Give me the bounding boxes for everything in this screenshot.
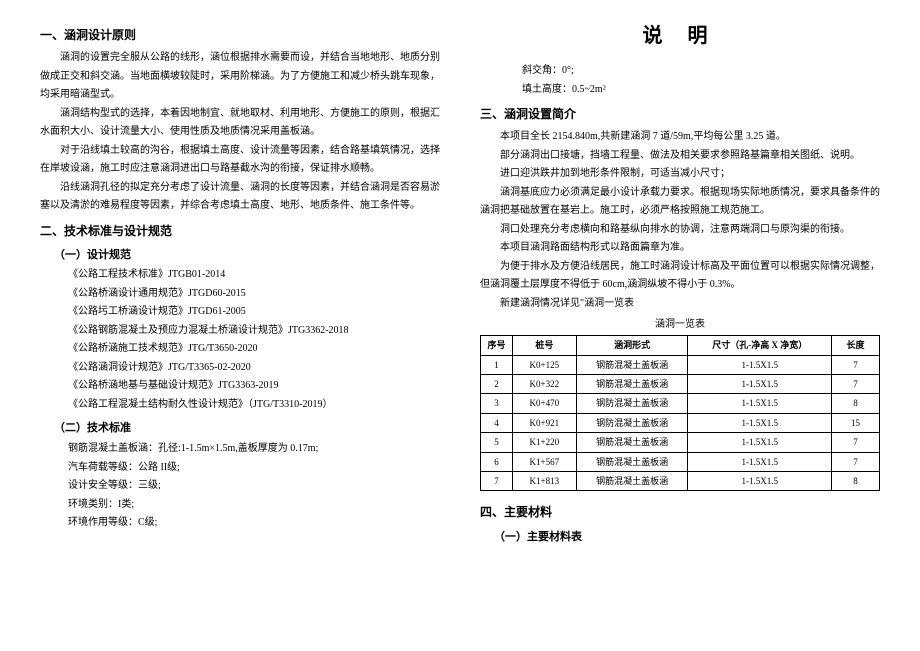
table-cell: 7: [832, 433, 880, 452]
table-header-row: 序号 桩号 涵洞形式 尺寸（孔-净高 X 净宽） 长度: [481, 336, 880, 355]
table-cell: 2: [481, 374, 513, 393]
table-row: 6K1+567钢筋混凝土盖板涵1-1.5X1.57: [481, 452, 880, 471]
spec-item: 《公路桥涵地基与基础设计规范》JTG3363-2019: [68, 377, 440, 396]
table-row: 1K0+125钢筋混凝土盖板涵1-1.5X1.57: [481, 355, 880, 374]
culvert-table: 序号 桩号 涵洞形式 尺寸（孔-净高 X 净宽） 长度 1K0+125钢筋混凝土…: [480, 335, 880, 491]
table-cell: 7: [832, 452, 880, 471]
document-page: 一、涵洞设计原则 涵洞的设置完全服从公路的线形，涵位根据排水需要而设，并结合当地…: [0, 0, 920, 568]
table-cell: 钢筋混凝土盖板涵: [576, 355, 688, 374]
table-cell: 钢防混凝土盖板涵: [576, 394, 688, 413]
section-1-heading: 一、涵洞设计原则: [40, 26, 440, 45]
table-row: 5K1+220钢筋混凝土盖板涵1-1.5X1.57: [481, 433, 880, 452]
tech-item: 钢筋混凝土盖板涵：孔径:1-1.5m×1.5m,盖板厚度为 0.17m;: [68, 440, 440, 459]
spec-item: 《公路钢筋混凝土及预应力混凝土桥涵设计规范》JTG3362-2018: [68, 322, 440, 341]
table-cell: 1-1.5X1.5: [688, 374, 832, 393]
paragraph: 本项目全长 2154.840m,共新建涵洞 7 道/59m,平均每公里 3.25…: [480, 128, 880, 147]
paragraph: 涵洞结构型式的选择，本着因地制宜、就地取材、利用地形、方便施工的原则，根据汇水面…: [40, 105, 440, 142]
section-4-heading: 四、主要材料: [480, 503, 880, 522]
table-cell: 1-1.5X1.5: [688, 394, 832, 413]
table-cell: 15: [832, 413, 880, 432]
paragraph: 沿线涵洞孔径的拟定充分考虑了设计流量、涵洞的长度等因素，并结合涵洞是否容易淤塞以…: [40, 179, 440, 216]
section-2-1-heading: （一）设计规范: [54, 247, 440, 265]
table-cell: 8: [832, 394, 880, 413]
spec-item: 《公路桥涵设计通用规范》JTGD60-2015: [68, 285, 440, 304]
col-form: 涵洞形式: [576, 336, 688, 355]
spec-item: 《公路桥涵施工技术规范》JTG/T3650-2020: [68, 340, 440, 359]
note-line: 填土高度：0.5~2m²: [522, 81, 880, 100]
table-caption: 涵洞一览表: [480, 317, 880, 333]
table-row: 4K0+921钢防混凝土盖板涵1-1.5X1.515: [481, 413, 880, 432]
paragraph: 为便于排水及方便沿线居民，施工时涵洞设计标高及平面位置可以根据实际情况调整，但涵…: [480, 258, 880, 295]
table-cell: 1-1.5X1.5: [688, 433, 832, 452]
table-cell: K1+813: [512, 471, 576, 490]
paragraph: 部分涵洞出口接塘，挡墙工程量、做法及相关要求参照路基篇章相关图纸、说明。: [480, 147, 880, 166]
table-body: 1K0+125钢筋混凝土盖板涵1-1.5X1.572K0+322钢筋混凝土盖板涵…: [481, 355, 880, 491]
table-cell: 1: [481, 355, 513, 374]
table-cell: 钢筋混凝土盖板涵: [576, 374, 688, 393]
table-cell: 7: [832, 374, 880, 393]
section-3-heading: 三、涵洞设置简介: [480, 105, 880, 124]
paragraph: 涵洞的设置完全服从公路的线形，涵位根据排水需要而设，并结合当地地形、地质分别做成…: [40, 49, 440, 105]
tech-item: 环境作用等级：C级;: [68, 514, 440, 533]
tech-item: 环境类别：I类;: [68, 496, 440, 515]
table-row: 2K0+322钢筋混凝土盖板涵1-1.5X1.57: [481, 374, 880, 393]
paragraph: 对于沿线填土较高的沟谷，根据填土高度、设计流量等因素，结合路基填筑情况，选择在岸…: [40, 142, 440, 179]
tech-item: 汽车荷载等级：公路 II级;: [68, 459, 440, 478]
section-2-heading: 二、技术标准与设计规范: [40, 222, 440, 241]
table-cell: K0+470: [512, 394, 576, 413]
table-cell: K1+567: [512, 452, 576, 471]
paragraph: 洞口处理充分考虑横向和路基纵向排水的协调，注意两端洞口与原沟渠的衔接。: [480, 221, 880, 240]
col-stake: 桩号: [512, 336, 576, 355]
table-cell: 1-1.5X1.5: [688, 413, 832, 432]
note-line: 斜交角：0°;: [522, 62, 880, 81]
spec-item: 《公路涵洞设计规范》JTG/T3365-02-2020: [68, 359, 440, 378]
spec-item: 《公路圬工桥涵设计规范》JTGD61-2005: [68, 303, 440, 322]
table-cell: 1-1.5X1.5: [688, 471, 832, 490]
table-cell: 7: [481, 471, 513, 490]
table-cell: K1+220: [512, 433, 576, 452]
paragraph: 新建涵洞情况详见"涵洞一览表: [480, 295, 880, 314]
page-title: 说 明: [480, 20, 880, 52]
paragraph: 涵洞基底应力必须满足最小设计承载力要求。根据现场实际地质情况，要求具备条件的涵洞…: [480, 184, 880, 221]
table-cell: 4: [481, 413, 513, 432]
table-cell: 1-1.5X1.5: [688, 452, 832, 471]
left-column: 一、涵洞设计原则 涵洞的设置完全服从公路的线形，涵位根据排水需要而设，并结合当地…: [32, 20, 460, 548]
col-len: 长度: [832, 336, 880, 355]
table-cell: 钢筋混凝土盖板涵: [576, 433, 688, 452]
right-column: 说 明 斜交角：0°; 填土高度：0.5~2m² 三、涵洞设置简介 本项目全长 …: [460, 20, 888, 548]
table-row: 3K0+470钢防混凝土盖板涵1-1.5X1.58: [481, 394, 880, 413]
col-seq: 序号: [481, 336, 513, 355]
section-2-2-heading: （二）技术标准: [54, 420, 440, 438]
spec-item: 《公路工程技术标准》JTGB01-2014: [68, 266, 440, 285]
table-cell: 5: [481, 433, 513, 452]
table-cell: 8: [832, 471, 880, 490]
paragraph: 进口迎洪跌井加到地形条件限制，可适当减小尺寸；: [480, 165, 880, 184]
paragraph: 本项目涵洞路面结构形式以路面篇章为准。: [480, 239, 880, 258]
tech-item: 设计安全等级：三级;: [68, 477, 440, 496]
table-cell: 6: [481, 452, 513, 471]
table-cell: K0+125: [512, 355, 576, 374]
spec-item: 《公路工程混凝土结构耐久性设计规范》（JTG/T3310-2019）: [68, 396, 440, 415]
table-cell: 1-1.5X1.5: [688, 355, 832, 374]
table-cell: K0+322: [512, 374, 576, 393]
table-cell: K0+921: [512, 413, 576, 432]
table-cell: 3: [481, 394, 513, 413]
col-size: 尺寸（孔-净高 X 净宽）: [688, 336, 832, 355]
section-4-1-heading: （一）主要材料表: [494, 529, 880, 547]
table-cell: 钢筋混凝土盖板涵: [576, 452, 688, 471]
table-cell: 钢防混凝土盖板涵: [576, 413, 688, 432]
table-cell: 钢筋混凝土盖板涵: [576, 471, 688, 490]
table-cell: 7: [832, 355, 880, 374]
table-row: 7K1+813钢筋混凝土盖板涵1-1.5X1.58: [481, 471, 880, 490]
